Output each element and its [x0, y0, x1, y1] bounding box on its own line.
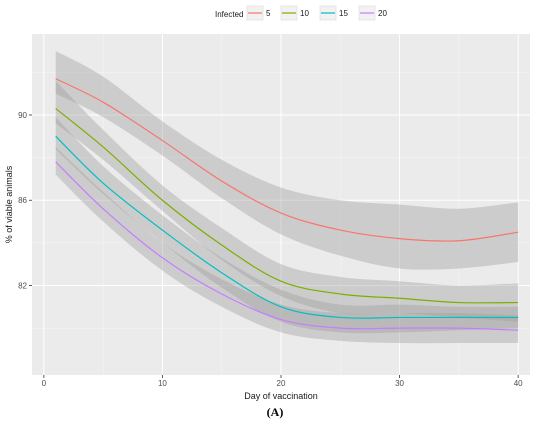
legend: Infected 5 10 15 20 [215, 5, 387, 21]
y-tick-label: 86 [18, 196, 27, 205]
grid [32, 34, 530, 375]
legend-item-20: 20 [358, 5, 387, 21]
legend-label: 15 [339, 9, 348, 18]
legend-item-15: 15 [319, 5, 348, 21]
x-tick-label: 20 [277, 379, 286, 388]
x-tick-label: 40 [514, 379, 523, 388]
y-tick-label: 90 [18, 111, 27, 120]
series-line-15 [55, 135, 519, 319]
series-line-20 [55, 161, 519, 331]
confidence-bands [55, 51, 519, 344]
legend-label: 20 [378, 9, 387, 18]
y-axis-label: % of viable animals [4, 165, 14, 243]
series-line-10 [55, 108, 519, 304]
series-line-5 [55, 78, 519, 242]
legend-title: Infected [215, 10, 243, 19]
x-tick-label: 10 [158, 379, 167, 388]
legend-label: 10 [300, 9, 309, 18]
confidence-band-15 [55, 117, 519, 334]
legend-item-10: 10 [280, 5, 309, 21]
axis-ticks: 0 10 20 30 40 82 86 90 [18, 111, 523, 388]
confidence-band-10 [55, 80, 519, 322]
x-tick-label: 30 [395, 379, 404, 388]
confidence-band-5 [55, 51, 519, 270]
confidence-band-20 [55, 146, 519, 344]
y-tick-label: 82 [18, 281, 27, 290]
legend-label: 5 [266, 9, 271, 18]
x-tick-label: 0 [42, 379, 47, 388]
series-lines [55, 78, 519, 331]
panel-label: (A) [267, 405, 284, 419]
x-axis-label: Day of vaccination [244, 391, 318, 401]
legend-item-5: 5 [246, 5, 271, 21]
